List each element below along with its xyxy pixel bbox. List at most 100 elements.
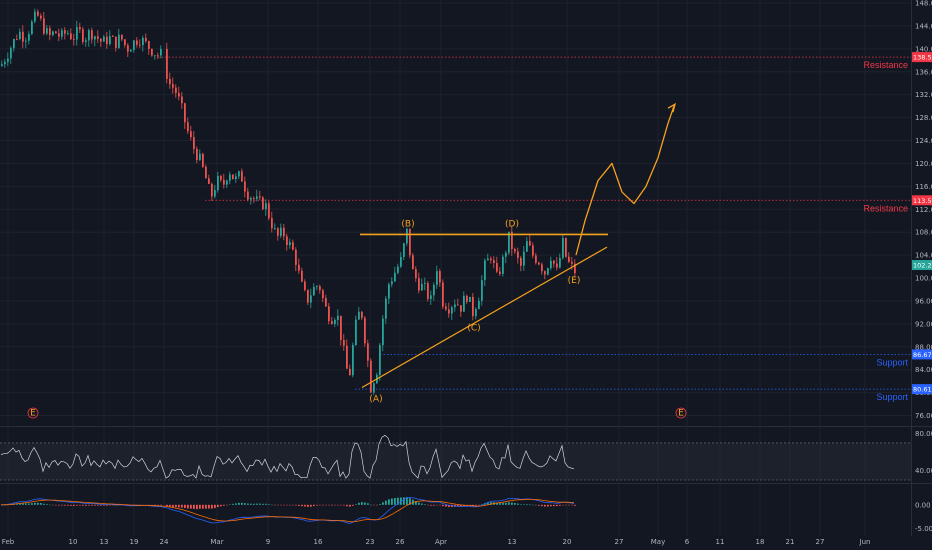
macd-histogram-bar [526, 504, 528, 505]
macd-histogram-bar [508, 502, 510, 505]
macd-histogram-bar [505, 502, 507, 505]
macd-histogram-bar [241, 502, 243, 505]
macd-histogram-bar [277, 504, 279, 506]
macd-histogram-bar [553, 504, 555, 507]
macd-histogram-bar [433, 504, 435, 506]
candle-body [331, 321, 333, 325]
candle-body [286, 236, 288, 246]
candle-body [94, 36, 96, 40]
macd-histogram-bar [496, 502, 498, 505]
candle-body [367, 343, 369, 361]
candle-body [139, 44, 141, 46]
macd-histogram-bar [100, 504, 102, 506]
candle-body [271, 218, 273, 229]
macd-histogram-bar [37, 502, 39, 505]
candlestick-series [1, 8, 576, 395]
candle-body [37, 11, 39, 16]
candle-body [574, 263, 576, 274]
candle-body [469, 296, 471, 302]
candle-body [118, 34, 120, 48]
time-tick-label: 10 [69, 538, 78, 546]
candle-body [7, 58, 9, 62]
macd-histogram-bar [565, 504, 567, 506]
candle-body [61, 30, 63, 37]
macd-histogram-bar [475, 504, 477, 506]
time-tick-label: 19 [130, 538, 139, 546]
candle-body [154, 55, 156, 57]
projection-path [575, 105, 675, 256]
candle-body [22, 31, 24, 42]
candle-body [151, 48, 153, 56]
price-tick-label: 84.00 [915, 366, 932, 374]
candle-body [532, 245, 534, 256]
macd-histogram-bar [439, 504, 441, 506]
macd-histogram-bar [331, 504, 333, 506]
macd-histogram-bar [415, 501, 417, 505]
price-tick-label: 140.00 [915, 45, 932, 53]
macd-histogram-bar [334, 504, 336, 506]
candle-body [193, 137, 195, 149]
macd-histogram-bar [205, 504, 207, 509]
macd-histogram-bar [517, 503, 519, 505]
candle-body [400, 256, 402, 267]
macd-histogram-bar [76, 504, 78, 506]
candle-body [109, 36, 111, 45]
macd-histogram-bar [352, 504, 354, 506]
support-price-tag [912, 349, 932, 360]
candle-body [472, 296, 474, 317]
candle-body [52, 31, 54, 36]
price-tick-label: 100.00 [915, 275, 932, 283]
macd-histogram-bar [469, 504, 471, 506]
macd-tick-label: 0.00 [915, 501, 931, 509]
candle-body [481, 280, 483, 301]
candle-body [550, 260, 552, 269]
candle-body [439, 271, 441, 283]
candle-body [334, 319, 336, 325]
macd-histogram-bar [226, 504, 228, 506]
candle-body [355, 319, 357, 345]
candle-body [343, 339, 345, 346]
signal-line [1, 499, 575, 523]
macd-histogram-bar [442, 504, 444, 507]
macd-histogram-bar [85, 504, 87, 506]
price-tick-label: 108.00 [915, 229, 932, 237]
resistance-label: Resistance [863, 60, 908, 70]
time-axis[interactable]: Feb 10 13 19 24 Mar 9 16 23 26 Apr 13 20 27 May 6 11 18 21… [2, 538, 871, 546]
price-axis[interactable]: 148.00 144.00 140.00 136.00 132.00 128.00 124.… [912, 0, 932, 533]
candle-body [241, 171, 243, 182]
candle-body [304, 281, 306, 290]
macd-histogram-bar [295, 504, 297, 506]
candle-body [100, 38, 102, 42]
macd-histogram-bar [151, 504, 153, 506]
macd-histogram-bar [46, 504, 48, 505]
candle-body [493, 260, 495, 264]
candle-body [529, 241, 531, 246]
macd-histogram-bar [211, 504, 213, 509]
candle-body [538, 262, 540, 265]
macd-histogram-bar [49, 504, 51, 506]
macd-histogram-bar [58, 504, 60, 506]
macd-histogram-bar [376, 504, 378, 506]
candle-body [421, 283, 423, 291]
macd-histogram-bar [214, 504, 216, 509]
candle-body [280, 227, 282, 236]
candle-body [16, 39, 18, 40]
candle-body [463, 295, 465, 312]
candle-body [157, 55, 159, 57]
candle-body [442, 282, 444, 307]
candle-body [490, 258, 492, 261]
macd-histogram-bar [235, 503, 237, 505]
macd-histogram-bar [169, 504, 171, 507]
candle-body [25, 40, 27, 42]
candle-body [382, 318, 384, 346]
candle-body [415, 269, 417, 279]
macd-histogram-bar [316, 504, 318, 506]
macd-histogram-bar [154, 504, 156, 506]
macd-histogram-bar [388, 499, 390, 505]
price-tick-label: 112.00 [915, 206, 932, 214]
macd-histogram-bar [562, 504, 564, 506]
candle-body [436, 271, 438, 285]
candle-body [277, 228, 279, 236]
macd-histogram-bar [190, 504, 192, 509]
